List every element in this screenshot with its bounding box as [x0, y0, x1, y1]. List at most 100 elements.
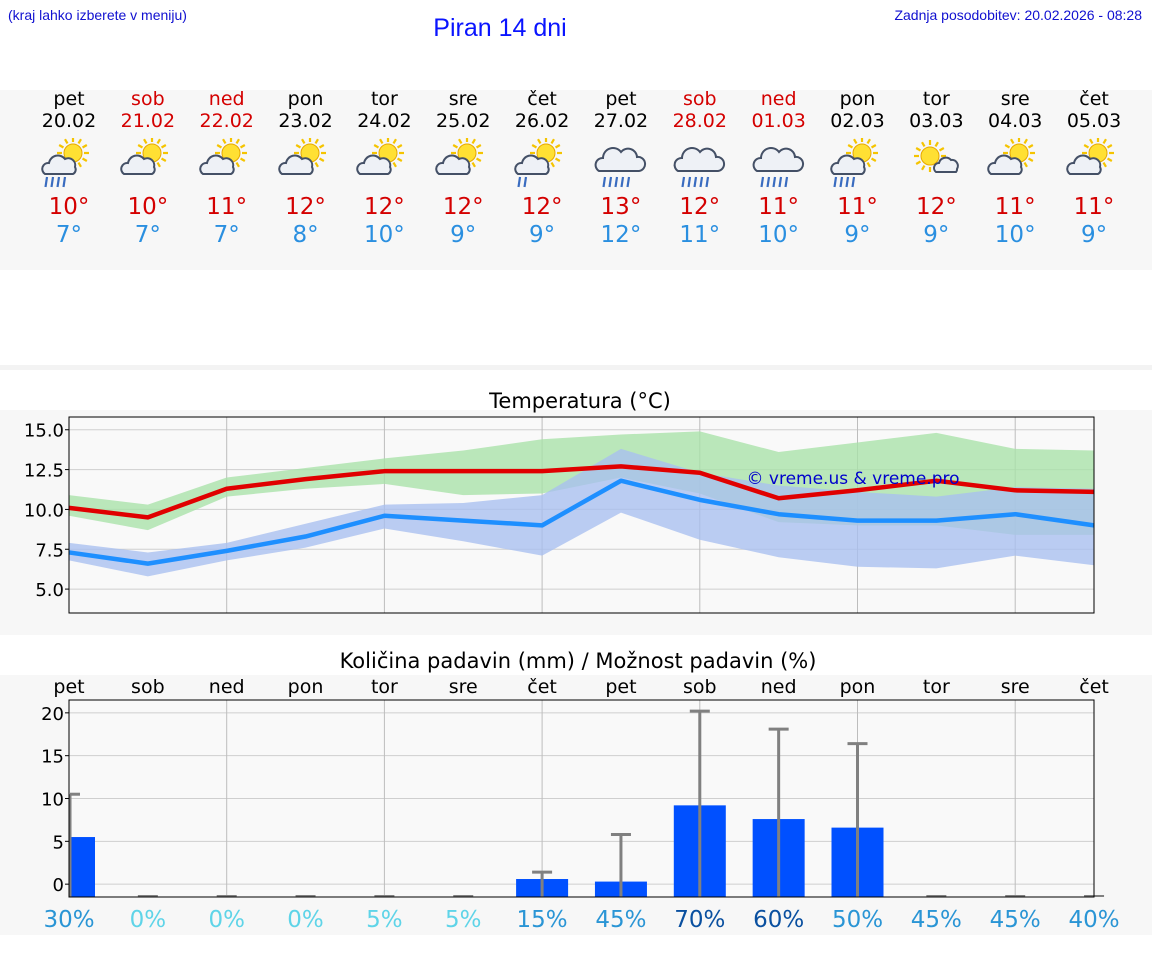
sun-cloud-icon — [120, 138, 168, 175]
day-column: pet 27.02 13° 12° — [581, 88, 660, 249]
max-temperature: 12° — [915, 194, 957, 220]
max-temperature: 12° — [364, 194, 405, 220]
max-temp-point — [226, 488, 228, 490]
precipitation-probability: 0% — [130, 907, 167, 933]
sun-cloud-icon — [356, 138, 405, 175]
precipitation-probability: 40% — [1068, 907, 1119, 933]
y-tick-label: 5.0 — [35, 580, 64, 601]
x-category-label: ned — [209, 676, 245, 698]
precipitation-probability: 15% — [517, 907, 568, 933]
x-category-label: pet — [53, 676, 84, 698]
day-column: sob 21.02 10° 7° — [108, 88, 187, 249]
x-category-label: sob — [683, 676, 717, 698]
min-temp-line — [68, 478, 1095, 566]
max-temp-point — [620, 465, 622, 467]
day-date: 04.03 — [987, 110, 1043, 132]
day-column: sob 28.02 12° 11° — [660, 88, 739, 249]
max-temp-point — [857, 489, 858, 491]
day-column: pon 23.02 12° 8° — [266, 88, 345, 249]
precipitation-bar — [69, 837, 95, 897]
day-name: pet — [53, 88, 85, 110]
max-temperature: 11° — [1073, 194, 1115, 220]
day-name: pon — [287, 88, 324, 110]
max-temperature: 11° — [837, 194, 878, 220]
min-temperature: 11° — [679, 222, 721, 248]
day-name: tor — [922, 88, 950, 110]
day-date: 05.03 — [1066, 110, 1122, 132]
location-hint: (kraj lahko izberete v meniju) — [8, 7, 187, 23]
min-temperature: 10° — [758, 222, 800, 248]
min-temp-point — [1014, 513, 1016, 515]
day-name: sob — [683, 88, 717, 110]
min-temperature: 10° — [364, 222, 405, 248]
min-temp-point — [857, 520, 858, 522]
x-category-label: ned — [761, 676, 797, 698]
day-name: sre — [448, 88, 478, 110]
x-category-label: tor — [923, 676, 950, 698]
min-temperature: 7° — [55, 222, 83, 248]
day-column: pon 02.03 11° 9° — [818, 88, 897, 249]
x-category-label: čet — [527, 676, 557, 698]
y-tick-label: 20 — [41, 704, 64, 725]
day-date: 25.02 — [436, 110, 491, 132]
min-temp-point — [541, 524, 543, 526]
min-temp-point — [305, 536, 307, 538]
max-temp-line — [68, 464, 1095, 520]
day-name: čet — [527, 88, 557, 110]
max-temp-point — [1014, 489, 1016, 491]
cloud-rain-icon — [752, 147, 804, 188]
max-temp-point — [383, 470, 385, 472]
precipitation-probability: 45% — [911, 907, 962, 933]
day-date: 24.02 — [357, 110, 412, 132]
x-category-label: sob — [131, 676, 165, 698]
day-column: tor 24.02 12° 10° — [345, 88, 424, 249]
precipitation-probability: 60% — [753, 907, 804, 933]
sun-cloud-icon — [277, 138, 326, 175]
day-date: 01.03 — [751, 110, 806, 132]
y-tick-label: 12.5 — [24, 461, 64, 482]
min-temp-point — [620, 480, 622, 482]
min-temperature: 7° — [134, 222, 161, 248]
min-temp-point — [383, 515, 385, 517]
precipitation-probability: 5% — [366, 907, 403, 933]
y-tick-label: 0 — [53, 875, 64, 896]
sun-cloud-icon — [435, 138, 484, 175]
max-temperature: 11° — [994, 194, 1036, 220]
y-tick-label: 10.0 — [24, 500, 64, 521]
max-temp-point — [541, 470, 543, 472]
chart-title: Količina padavin (mm) / Možnost padavin … — [340, 649, 817, 673]
min-temperature: 9° — [923, 222, 950, 248]
day-column: pet 20.02 10° 7° — [30, 88, 109, 249]
max-temperature: 13° — [600, 194, 642, 220]
day-date: 27.02 — [593, 110, 649, 132]
min-temperature: 8° — [292, 222, 319, 248]
cloud-rain-icon — [673, 147, 725, 188]
page-title: Piran 14 dni — [433, 14, 567, 42]
sun-cloud-icon — [987, 138, 1036, 175]
day-column: ned 22.02 11° 7° — [187, 88, 266, 249]
forecast-band — [0, 90, 1152, 270]
watermark: © vreme.us & vreme.pro — [746, 469, 959, 489]
cloud-rain-icon — [594, 147, 646, 188]
chart-title: Temperatura (°C) — [488, 389, 671, 413]
sun-cloud-light-rain-icon — [514, 138, 563, 188]
x-category-label: pon — [288, 676, 324, 698]
sun-small-cloud-icon — [914, 140, 960, 173]
x-category-label: tor — [371, 676, 398, 698]
day-date: 02.03 — [830, 110, 885, 132]
y-tick-label: 15.0 — [24, 421, 64, 442]
y-tick-label: 15 — [41, 747, 64, 768]
max-temperature: 11° — [758, 194, 800, 220]
sun-cloud-rain-icon — [829, 138, 878, 188]
plot-border — [68, 699, 1095, 898]
min-temperature: 7° — [213, 222, 240, 248]
max-temperature: 12° — [521, 194, 563, 220]
last-updated: Zadnja posodobitev: 20.02.2026 - 08:28 — [894, 7, 1142, 23]
min-temp-range-band — [69, 448, 1095, 577]
day-name: sre — [1000, 88, 1030, 110]
day-date: 21.02 — [120, 110, 176, 132]
min-temperature: 9° — [450, 222, 477, 248]
section-divider — [0, 365, 1152, 370]
min-temperature: 10° — [994, 222, 1036, 248]
min-temperature: 9° — [529, 222, 556, 248]
